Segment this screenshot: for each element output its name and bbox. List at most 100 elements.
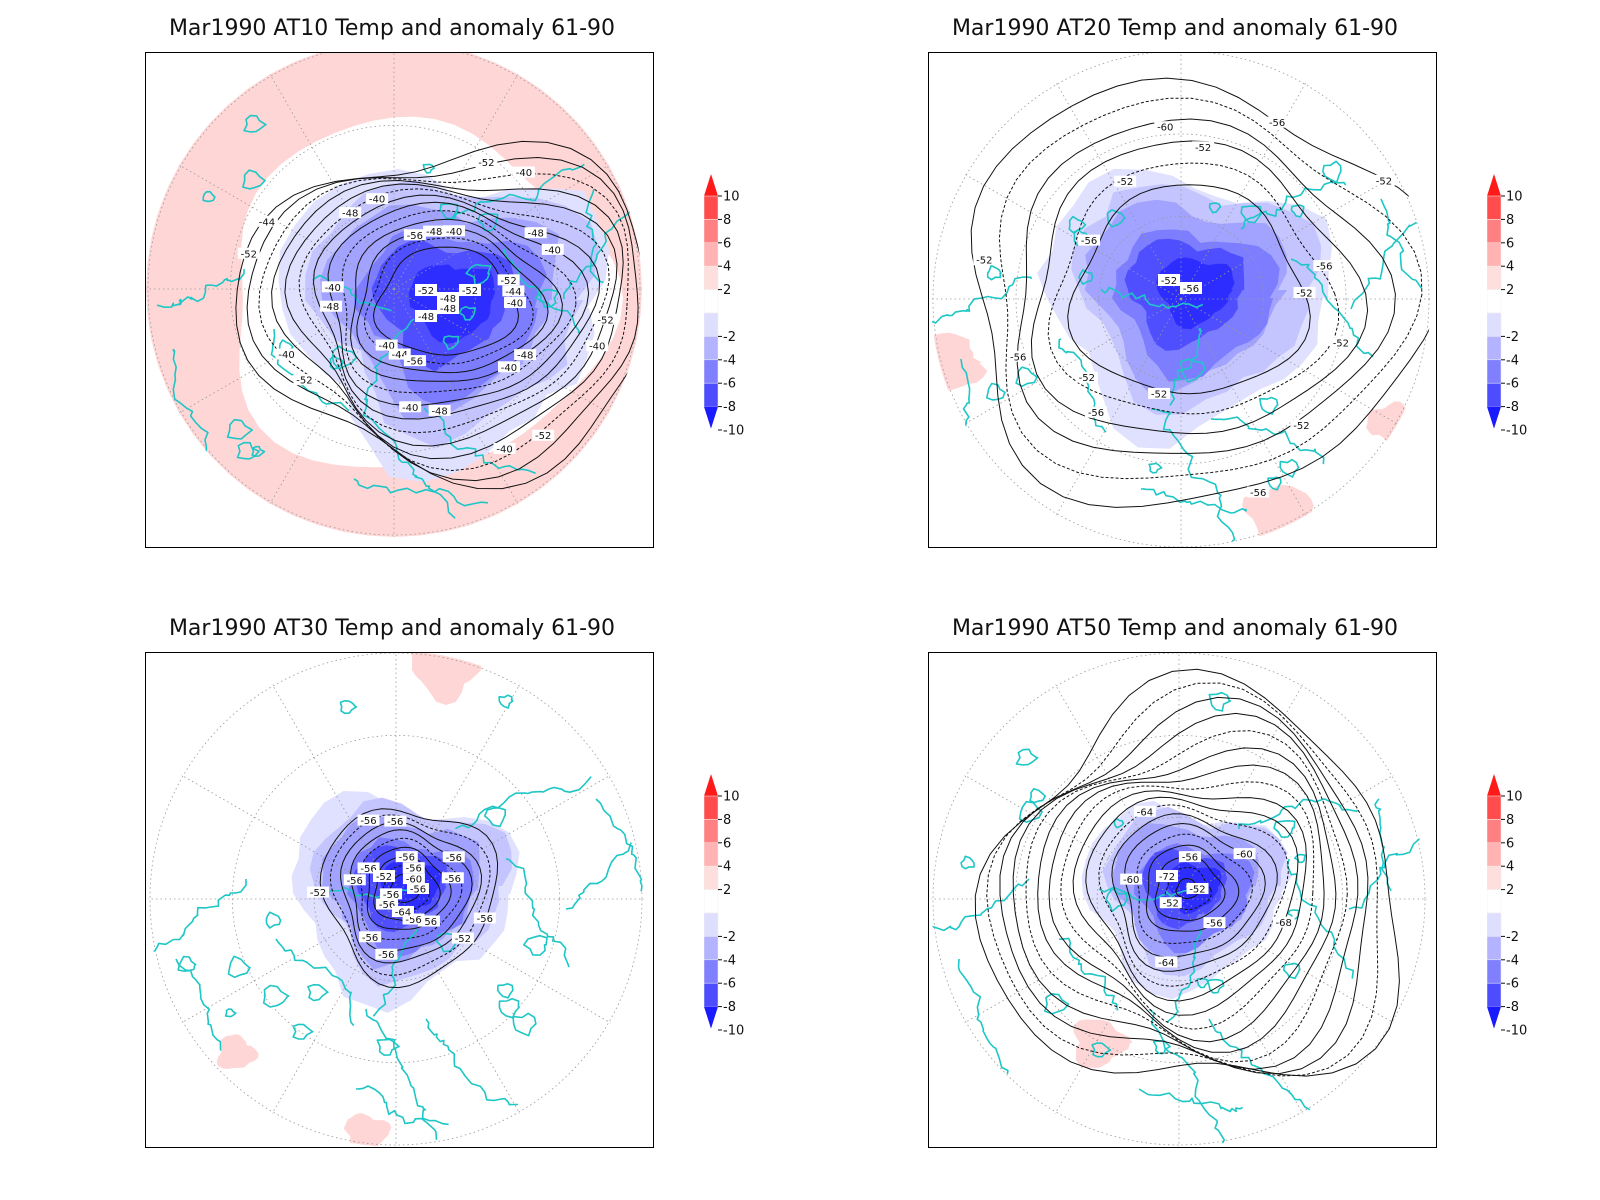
- contour-label-bg: [321, 281, 344, 293]
- contour-label: -40: [501, 363, 517, 374]
- contour-line: [1124, 822, 1266, 958]
- contour-label-bg: [343, 874, 366, 886]
- contour-label: -60: [406, 875, 422, 886]
- contour-label: -56: [405, 915, 421, 926]
- contour-label-bg: [403, 229, 426, 241]
- warm-anomaly-region: [1369, 85, 1425, 142]
- contour-label-bg: [1203, 917, 1226, 929]
- highlight-label-bg: [437, 302, 459, 314]
- contour-label: -52: [1079, 373, 1095, 384]
- contour-label-bg: [475, 156, 498, 168]
- contour-label: -52: [1189, 885, 1205, 896]
- contour-label: -52: [500, 276, 516, 287]
- contour-label: -56: [360, 816, 376, 827]
- color-bar-segment: [1487, 842, 1502, 867]
- contour-line: [246, 156, 639, 482]
- contour-label-bg: [973, 254, 996, 266]
- contour-label-bg: [443, 225, 466, 237]
- contour-line: [284, 183, 618, 447]
- highlight-label-bg: [1180, 282, 1202, 294]
- contour-label-bg: [391, 905, 414, 917]
- contour-label: -40: [589, 342, 605, 353]
- contour-label: -56: [1206, 919, 1222, 930]
- contour-labels: -52-52-52-52-52-52-52-52-52-56-56-56-56-…: [973, 116, 1395, 499]
- contour-label-bg: [532, 429, 555, 441]
- color-bar-label: 6: [1506, 236, 1514, 251]
- warm-anomaly-region: [931, 332, 988, 391]
- contour-label-bg: [1290, 419, 1313, 431]
- contour-label-bg: [524, 227, 547, 239]
- graticule: [931, 53, 1431, 547]
- contour-label-bg: [255, 215, 278, 227]
- color-bar-label: -6: [723, 377, 736, 392]
- contour-line: [1067, 184, 1311, 395]
- contour-label: -56: [1250, 488, 1266, 499]
- contour-label-bg: [275, 348, 298, 360]
- contour-label: -48: [342, 209, 358, 220]
- color-bar-segment: [704, 865, 719, 890]
- map-content: -40-40-40-40-40-40-40-40-40-40-40-40-44-…: [146, 53, 642, 537]
- color-bar-segment: [704, 936, 719, 961]
- contour-label: -52: [478, 158, 494, 169]
- warm-anomaly-region: [1366, 401, 1410, 447]
- contour-label: -40: [402, 403, 418, 414]
- color-bar-label: -8: [723, 1000, 736, 1015]
- color-bar-label: -6: [1506, 377, 1519, 392]
- contour-line: [1154, 855, 1226, 921]
- color-bar-segment: [1487, 289, 1502, 314]
- color-bar-segment: [1487, 795, 1502, 820]
- color-bar-label: 6: [723, 836, 731, 851]
- contour-line: [1025, 730, 1348, 1063]
- contour-label: -40: [325, 283, 341, 294]
- warm-anomaly-region: [216, 1034, 259, 1069]
- panel-at10: Mar1990 AT10 Temp and anomaly 61-90 -40-…: [0, 0, 760, 580]
- contour-label-bg: [402, 862, 425, 874]
- contour-label: -56: [421, 917, 437, 928]
- highlight-label: -48: [440, 304, 456, 315]
- contour-label: -60: [1157, 123, 1173, 134]
- contour-label: -56: [1316, 262, 1332, 273]
- color-bar-segment: [704, 289, 719, 314]
- contour-label: -56: [378, 950, 394, 961]
- contour-label-bg: [1192, 141, 1215, 153]
- panel-title: Mar1990 AT20 Temp and anomaly 61-90: [951, 16, 1399, 41]
- color-bar-label: 6: [723, 236, 731, 251]
- color-bar-label: -8: [1506, 400, 1519, 415]
- contour-label-bg: [376, 898, 399, 910]
- color-bar-label: 4: [1506, 260, 1514, 275]
- color-bar-segment: [704, 382, 719, 407]
- map-canvas: -40-40-40-40-40-40-40-40-40-40-40-40-44-…: [146, 53, 642, 537]
- contour-label: -52: [1151, 389, 1167, 400]
- contour-label: -40: [516, 168, 532, 179]
- contour-label: -52: [1117, 177, 1133, 188]
- contour-label-bg: [384, 815, 407, 827]
- contour-label-bg: [451, 932, 474, 944]
- color-bar-label: 8: [1506, 813, 1514, 828]
- color-bar-label: 4: [723, 860, 731, 875]
- highlight-label-bg: [415, 310, 437, 322]
- color-bar-label: 10: [1506, 790, 1523, 805]
- contour-label-bg: [1329, 337, 1352, 349]
- contour-label: -52: [296, 376, 312, 387]
- contour-line: [341, 210, 577, 394]
- color-bar-segment: [1487, 312, 1502, 337]
- contour-label-bg: [1133, 805, 1156, 817]
- color-bar-label: 8: [1506, 213, 1514, 228]
- color-bar-arrow-bottom: [1487, 1006, 1501, 1029]
- contour-label: -40: [545, 245, 561, 256]
- color-bar-arrow-top: [1487, 774, 1501, 796]
- color-bar-segment: [704, 242, 719, 267]
- contour-label-bg: [375, 948, 398, 960]
- color-bar-label: -4: [1506, 953, 1519, 968]
- highlight-label: -48: [440, 294, 456, 305]
- contour-label: -56: [407, 357, 423, 368]
- color-bar-label: -10: [1506, 424, 1527, 439]
- color-bar: 10 8 6 4 2 -2 -4 -6 -8 -10: [1487, 174, 1557, 454]
- color-bar-graphic: 10 8 6 4 2 -2 -4 -6 -8 -10: [704, 174, 744, 439]
- contour-label: -40: [496, 444, 512, 455]
- contour-labels: -40-40-40-40-40-40-40-40-40-40-40-40-44-…: [237, 156, 617, 455]
- contour-label-bg: [594, 313, 617, 325]
- contour-label-bg: [1372, 174, 1395, 186]
- color-bar-segment: [1487, 359, 1502, 384]
- contour-label-bg: [1085, 406, 1108, 418]
